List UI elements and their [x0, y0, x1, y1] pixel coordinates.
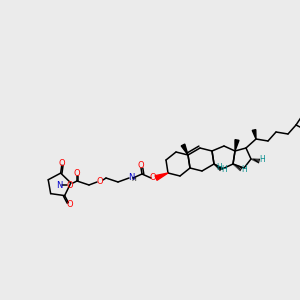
- Polygon shape: [235, 140, 239, 151]
- Text: H: H: [132, 177, 136, 182]
- Text: N: N: [128, 173, 134, 182]
- Text: H: H: [241, 164, 247, 173]
- Text: H: H: [221, 164, 227, 173]
- Text: O: O: [97, 176, 103, 185]
- Text: O: O: [59, 159, 65, 168]
- Text: O: O: [74, 169, 80, 178]
- Polygon shape: [155, 173, 168, 180]
- Text: N: N: [56, 181, 62, 190]
- Text: H: H: [259, 155, 265, 164]
- Text: O: O: [138, 160, 144, 169]
- Polygon shape: [252, 130, 256, 139]
- Text: O: O: [150, 173, 156, 182]
- Text: O: O: [66, 200, 73, 209]
- Polygon shape: [181, 144, 188, 155]
- Text: H: H: [216, 163, 222, 172]
- Text: O: O: [67, 181, 73, 190]
